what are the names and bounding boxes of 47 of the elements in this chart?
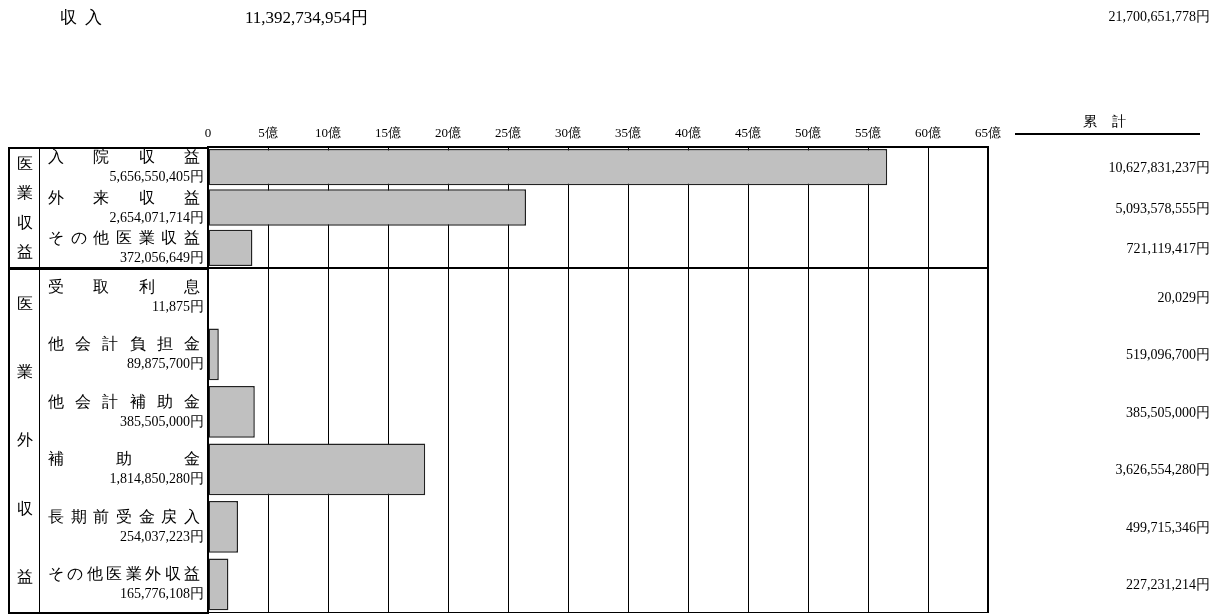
x-tick-label: 20億 (435, 124, 461, 140)
text: 254,037,223円 (119, 527, 204, 545)
y-tick-label: 補助金 (48, 450, 200, 469)
text: 5,093,578,555円 (1115, 199, 1210, 218)
y-tick-label: その他医業収益 (48, 228, 200, 247)
x-tick-label: 25億 (495, 124, 521, 140)
text: 499,715,346円 (1126, 518, 1210, 537)
x-tick-label: 60億 (915, 124, 941, 140)
y-tick-label: その他医業外収益 (48, 565, 200, 584)
text: 165,776,108円 (119, 585, 204, 603)
y-tick-label: 受取利息 (48, 277, 200, 296)
text: 227,231,214円 (1126, 576, 1210, 595)
x-tick-label: 10億 (315, 124, 341, 140)
text: 20,029円 (1157, 288, 1210, 307)
chart-subtitle: 11,392,734,954円 (245, 7, 368, 29)
text: 519,096,700円 (1126, 346, 1210, 365)
text: 3,626,554,280円 (1115, 461, 1210, 480)
y-tick-label: 他会計負担金 (48, 335, 200, 354)
text: 10,627,831,237円 (1108, 159, 1210, 178)
text: 医業外収益 (16, 295, 33, 585)
y-axis-title: 医業収益 (16, 154, 33, 262)
x-tick-label: 50億 (795, 124, 821, 140)
chart-title: 収 入 (60, 7, 105, 29)
y-tick-label: 入院収益 (48, 148, 200, 167)
x-tick-label: 55億 (855, 124, 881, 140)
text: 385,505,000円 (1126, 403, 1210, 422)
text: 89,875,700円 (126, 355, 204, 373)
x-tick-label: 40億 (675, 124, 701, 140)
text: 385,505,000円 (119, 412, 204, 430)
x-tick-label: 65億 (975, 124, 1001, 140)
text: 721,119,417円 (1126, 239, 1210, 258)
x-tick-label: 35億 (615, 124, 641, 140)
text: 1,814,850,280円 (108, 470, 204, 488)
x-tick-label: 0 (204, 124, 212, 140)
x-tick-label: 45億 (735, 124, 761, 140)
y-tick-label: 他会計補助金 (48, 392, 200, 411)
text: 2,654,071,714円 (108, 208, 204, 226)
x-tick-label: 5億 (258, 124, 278, 140)
text: 11,875円 (151, 297, 204, 315)
x-tick-label: 15億 (375, 124, 401, 140)
text: 372,056,649円 (119, 248, 204, 266)
y-tick-label: 長期前受金戻入 (48, 507, 200, 526)
text: 5,656,550,405円 (108, 168, 204, 186)
text: 21,700,651,778円 (1108, 8, 1210, 26)
x-tick-label: 30億 (555, 124, 581, 140)
text: 累 計 (1015, 113, 1200, 135)
y-tick-label: 外来収益 (48, 188, 200, 207)
